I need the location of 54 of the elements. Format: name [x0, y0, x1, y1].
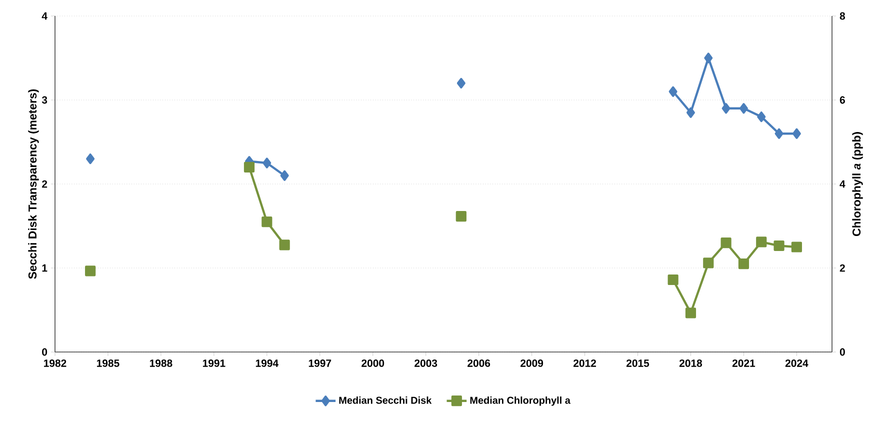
y2-tick-label: 8: [840, 12, 846, 20]
point: [262, 216, 272, 228]
point: [279, 240, 290, 250]
x-tick-label: 1982: [44, 360, 66, 367]
x-tick-label: 2000: [362, 360, 384, 367]
point: [722, 103, 730, 114]
point: [85, 266, 96, 276]
point: [774, 128, 784, 139]
point: [668, 86, 678, 97]
y-axis-title: Secchi Disk Transparency (meters): [28, 89, 39, 279]
x-tick-label: 2015: [626, 360, 650, 367]
point: [244, 162, 255, 172]
y2-tick-label: 4: [840, 180, 846, 188]
point: [774, 240, 784, 252]
point: [262, 158, 272, 168]
x-tick-label: 2003: [414, 360, 438, 367]
x-tick-label: 1997: [308, 360, 332, 367]
x-tick-label: 2018: [679, 360, 702, 367]
point: [686, 107, 695, 118]
y2-tick-label: 0: [840, 348, 845, 356]
x-tick-label: 2012: [574, 360, 596, 367]
x-tick-label: 1991: [202, 360, 226, 367]
y2-axis-title: Chlorophyll a (ppb): [852, 132, 863, 236]
x-tick-label: 1985: [97, 360, 120, 367]
legend-label: Median Chlorophyll a: [470, 396, 570, 406]
y-tick-label: 0: [42, 348, 48, 356]
point: [792, 128, 801, 139]
point: [280, 170, 289, 181]
y-tick-label: 1: [42, 264, 48, 272]
x-tick-label: 2021: [732, 360, 756, 367]
point: [756, 236, 767, 248]
point: [704, 52, 713, 64]
point: [720, 238, 732, 248]
y-tick-label: 4: [42, 12, 48, 20]
point: [685, 308, 696, 318]
point: [86, 154, 95, 164]
y2-tick-label: 6: [840, 96, 845, 104]
point: [703, 258, 714, 268]
x-tick-label: 2009: [520, 360, 544, 367]
point: [738, 258, 750, 270]
legend-label: Median Secchi Disk: [339, 396, 432, 404]
point: [739, 103, 748, 114]
x-tick-label: 2024: [785, 360, 808, 367]
point: [456, 211, 466, 222]
y2-tick-label: 2: [840, 264, 845, 272]
point: [456, 78, 466, 88]
point: [791, 242, 802, 252]
x-tick-label: 1994: [256, 360, 278, 367]
y-tick-label: 3: [42, 96, 48, 104]
y-tick-label: 2: [42, 180, 48, 188]
x-tick-label: 1988: [150, 360, 172, 367]
x-tick-label: 2006: [468, 360, 490, 367]
point: [668, 274, 678, 286]
point: [757, 112, 766, 122]
